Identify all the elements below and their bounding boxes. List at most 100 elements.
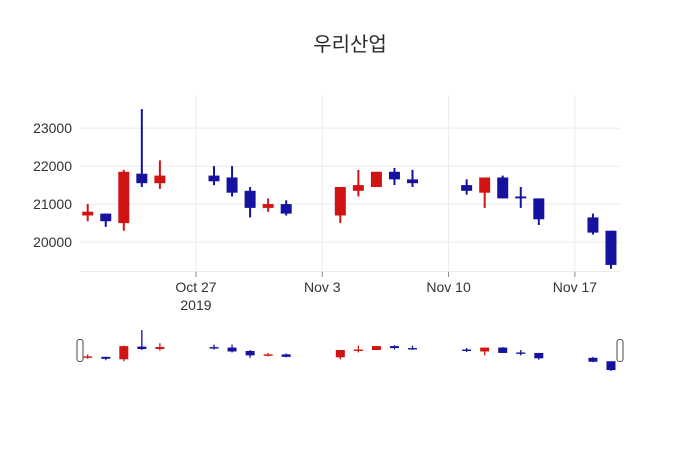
candlestick[interactable] <box>497 175 509 199</box>
rangeslider-candle <box>281 353 291 358</box>
rangeslider-candle <box>588 356 598 363</box>
rangeslider-candle-body <box>335 350 345 358</box>
candlestick-body <box>533 198 545 220</box>
rangeslider-candle-body <box>462 349 472 351</box>
rangeslider-handle-right[interactable] <box>616 339 624 362</box>
candlestick[interactable] <box>118 169 130 231</box>
candlestick[interactable] <box>352 169 364 197</box>
rangeslider-candle <box>227 344 237 353</box>
rangeslider-candle-body <box>281 354 291 357</box>
rangeslider-candle-body <box>534 352 544 359</box>
candlestick[interactable] <box>334 186 346 224</box>
candlestick-body <box>388 171 400 180</box>
rangeslider-candle-body <box>119 346 129 360</box>
rangeslider-candle <box>407 345 417 351</box>
candlestick[interactable] <box>154 160 166 189</box>
candlestick[interactable] <box>388 167 400 186</box>
candlestick-body <box>244 190 256 208</box>
x-tick-label: Nov 10 <box>426 279 471 295</box>
rangeslider-candle-body <box>209 347 219 349</box>
candlestick-body <box>515 196 527 199</box>
candlestick-body <box>406 179 418 184</box>
candlestick-body <box>226 177 238 193</box>
rangeslider-candle-body <box>227 347 237 352</box>
rangeslider-candle-body <box>389 346 399 349</box>
rangeslider-track[interactable] <box>80 330 620 371</box>
candlestick[interactable] <box>479 177 491 208</box>
rangeslider-candle <box>606 361 616 371</box>
x-tick-sublabel: 2019 <box>180 297 211 313</box>
candlestick[interactable] <box>406 169 418 187</box>
rangeslider-candle <box>83 354 93 359</box>
candlestick[interactable] <box>208 166 220 186</box>
candlestick[interactable] <box>280 200 292 216</box>
candlestick-body <box>280 204 292 214</box>
y-tick-label: 22000 <box>33 158 72 174</box>
rangeslider-candle <box>353 345 363 353</box>
x-tick-label: Nov 3 <box>304 279 341 295</box>
candlestick-body <box>352 185 364 191</box>
candlestick-body <box>605 230 617 265</box>
rangeslider-candle <box>137 330 147 351</box>
candlestick-body <box>479 177 491 193</box>
candlestick-body <box>100 213 112 222</box>
rangeslider-candle <box>480 347 490 356</box>
candlestick[interactable] <box>226 166 238 197</box>
y-tick-label: 21000 <box>33 196 72 212</box>
candlestick-body <box>262 204 274 208</box>
rangeslider-candle <box>101 356 111 361</box>
x-tick-label: Nov 17 <box>553 279 598 295</box>
rangeslider-candle <box>245 350 255 358</box>
rangeslider-candle-body <box>606 361 616 371</box>
candlestick[interactable] <box>82 204 94 222</box>
candlestick[interactable] <box>244 186 256 218</box>
candlestick-body <box>208 175 220 182</box>
rangeslider-candle-body <box>588 357 598 362</box>
rangeslider-candle <box>389 345 399 350</box>
rangeslider-candle <box>534 352 544 360</box>
candlestick-body <box>461 185 473 191</box>
candlestick-body <box>154 175 166 184</box>
rangeslider-candle-body <box>371 346 381 351</box>
candlestick-body <box>587 217 599 233</box>
candlestick[interactable] <box>461 179 473 195</box>
rangeslider-candle <box>335 350 345 360</box>
rangeslider-candle <box>263 352 273 357</box>
rangeslider-candle <box>119 345 129 362</box>
y-tick-label: 20000 <box>33 234 72 250</box>
rangeslider-candle-body <box>101 356 111 359</box>
rangeslider-candle <box>498 347 508 353</box>
rangeslider-candle-body <box>516 352 526 354</box>
rangeslider-candle-body <box>353 349 363 351</box>
y-tick-label: 23000 <box>33 120 72 136</box>
candlestick-body <box>82 211 94 216</box>
rangeslider-candle-body <box>155 347 165 350</box>
rangeslider-candle-body <box>407 348 417 350</box>
candlestick-body <box>370 171 382 187</box>
rangeslider-candle-body <box>498 347 508 353</box>
candlestick[interactable] <box>370 171 382 187</box>
rangeslider-candle <box>462 348 472 352</box>
rangeslider-candle <box>155 343 165 351</box>
candlestick[interactable] <box>587 213 599 235</box>
rangeslider-candle-body <box>480 347 490 352</box>
candlestick[interactable] <box>605 230 617 269</box>
rangeslider-candle <box>209 344 219 350</box>
rangeslider-candle-body <box>137 346 147 350</box>
chart-title: 우리산업 <box>313 34 387 56</box>
rangeslider-candle-body <box>263 354 273 356</box>
candlestick[interactable] <box>533 198 545 226</box>
candlestick-body <box>497 177 509 199</box>
candlestick-body <box>136 173 148 184</box>
candlestick[interactable] <box>100 213 112 227</box>
candlestick-body <box>334 186 346 216</box>
rangeslider-handle-left[interactable] <box>76 339 84 362</box>
candlestick[interactable] <box>515 186 527 208</box>
rangeslider-candle <box>516 350 526 356</box>
rangeslider-candle-body <box>245 350 255 356</box>
candlestick[interactable] <box>262 198 274 212</box>
rangeslider-candle <box>371 346 381 351</box>
candlestick[interactable] <box>136 109 148 187</box>
